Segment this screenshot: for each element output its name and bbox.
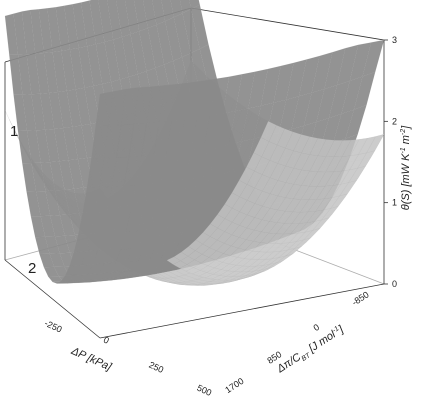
series-label-2: 2 — [28, 260, 36, 277]
x-axis-label: ΔP [kPa] — [68, 345, 113, 374]
surface-patch — [366, 134, 385, 153]
y-tick-label: -850 — [350, 289, 371, 307]
surface-2-front — [166, 121, 385, 281]
y-tick-label: 0 — [312, 322, 322, 333]
z-tick-label: 2 — [392, 116, 397, 126]
series-label-1: 1 — [10, 123, 18, 140]
frame-bottom-left-edge — [4, 259, 101, 339]
y-axis-label: Δπ/CBT [J mol-1] — [274, 323, 347, 377]
y-tick-label: 1700 — [223, 376, 245, 395]
z-tick-label: 1 — [392, 198, 397, 208]
frame-bottom-right-edge — [99, 283, 385, 339]
frame-top-right-edge — [190, 7, 385, 41]
x-tick-label: 250 — [147, 360, 165, 375]
z-axis-ticks: 0 1 2 3 — [384, 35, 397, 289]
x-tick-label: 500 — [195, 383, 213, 398]
z-tick-label: 0 — [392, 279, 397, 289]
z-tick-label: 3 — [392, 35, 397, 45]
z-axis-label: θ(S) [mW K-1 m-2] — [400, 125, 412, 210]
x-tick-label: -250 — [43, 318, 64, 335]
x-tick-label: 0 — [102, 335, 111, 346]
x-axis-ticks: -250 0 250 500 — [43, 318, 213, 398]
